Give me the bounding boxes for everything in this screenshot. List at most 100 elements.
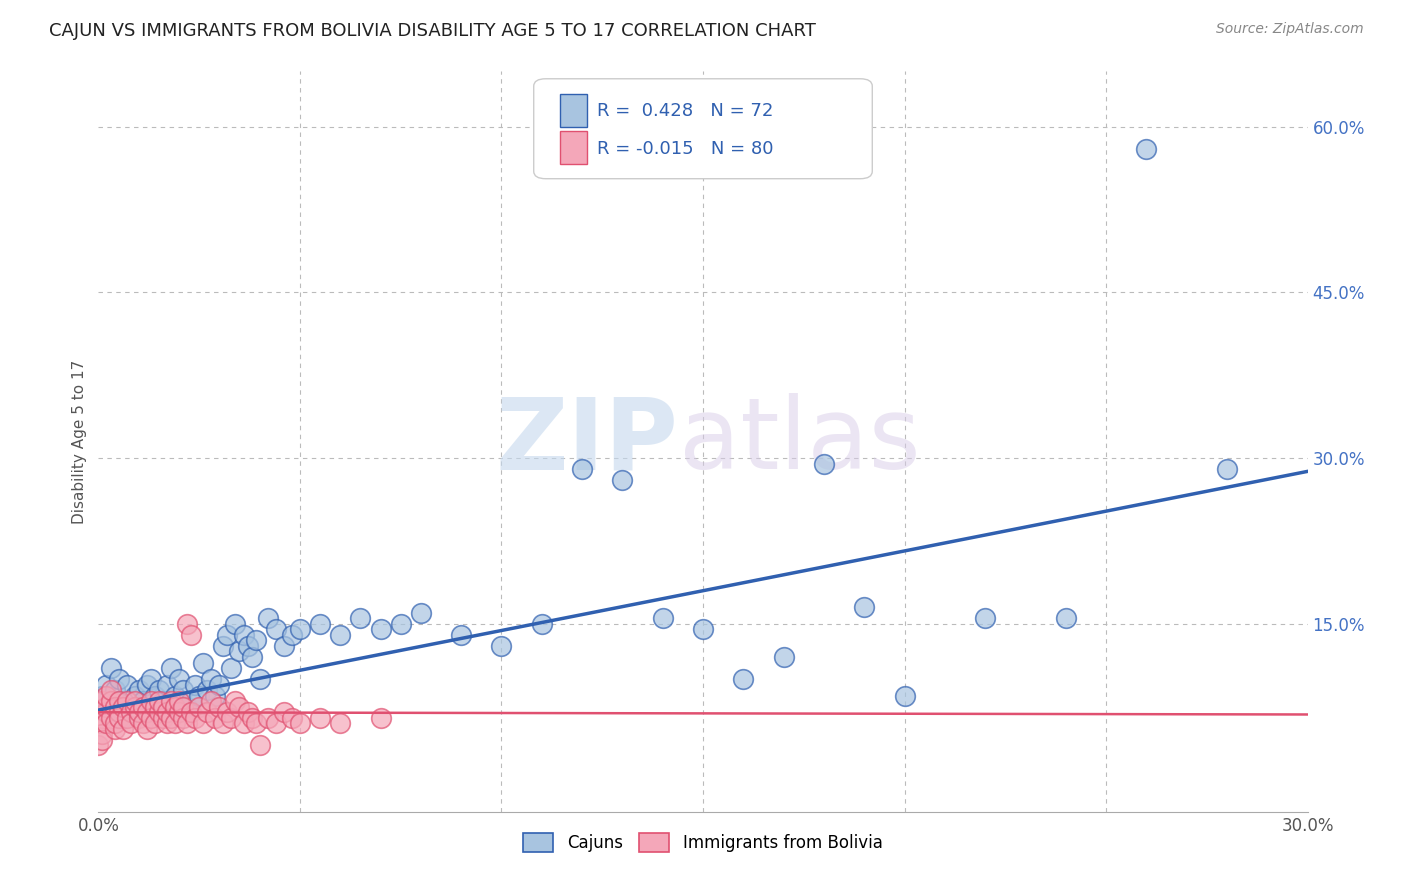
Point (188, 689, 211, 703)
FancyBboxPatch shape (534, 78, 872, 178)
Point (370, 623, 392, 637)
FancyBboxPatch shape (561, 131, 586, 164)
Point (273, 639, 295, 653)
Point (450, 628, 472, 642)
Point (491, 639, 513, 653)
Point (107, 672, 129, 686)
Point (370, 711, 392, 725)
Point (184, 678, 207, 692)
Point (571, 462, 593, 476)
Point (143, 699, 166, 714)
Point (135, 722, 157, 736)
Point (107, 694, 129, 708)
Point (249, 739, 271, 753)
FancyBboxPatch shape (561, 95, 586, 127)
Point (217, 706, 239, 720)
Point (139, 672, 162, 686)
Point (853, 600, 876, 615)
Point (128, 706, 150, 720)
Point (204, 689, 226, 703)
Point (184, 711, 207, 725)
Point (96, 716, 118, 731)
Point (124, 694, 146, 708)
Point (148, 683, 170, 698)
Point (281, 711, 304, 725)
Point (96, 706, 118, 720)
Point (132, 716, 155, 731)
Point (160, 661, 183, 675)
Point (733, 672, 755, 686)
Point (100, 711, 122, 725)
Point (139, 711, 162, 725)
Point (96, 678, 118, 692)
Point (100, 683, 122, 698)
Point (115, 694, 138, 708)
Point (193, 656, 215, 670)
Point (180, 694, 202, 708)
Point (288, 716, 311, 731)
Point (163, 699, 186, 714)
Point (143, 699, 166, 714)
Point (96, 689, 118, 703)
Point (143, 689, 166, 703)
Point (249, 672, 271, 686)
Point (103, 683, 125, 698)
Point (204, 711, 226, 725)
Point (167, 694, 190, 708)
Point (264, 716, 287, 731)
Point (163, 716, 186, 731)
Point (1054, 611, 1077, 625)
Point (692, 623, 714, 637)
Text: CAJUN VS IMMIGRANTS FROM BOLIVIA DISABILITY AGE 5 TO 17 CORRELATION CHART: CAJUN VS IMMIGRANTS FROM BOLIVIA DISABIL… (49, 22, 815, 40)
Point (91, 727, 114, 741)
Point (193, 716, 215, 731)
Point (200, 694, 222, 708)
Point (103, 722, 125, 736)
Point (128, 683, 150, 698)
Point (143, 716, 166, 731)
Point (224, 616, 246, 631)
Point (264, 623, 287, 637)
Point (132, 699, 155, 714)
Point (240, 650, 263, 665)
Point (273, 706, 295, 720)
Point (772, 650, 794, 665)
Point (120, 716, 142, 731)
Point (256, 611, 278, 625)
Point (160, 711, 183, 725)
Point (200, 672, 222, 686)
Point (100, 661, 122, 675)
Point (256, 711, 278, 725)
Point (288, 623, 311, 637)
Point (195, 706, 218, 720)
Point (128, 706, 150, 720)
Point (224, 694, 246, 708)
Point (148, 706, 170, 720)
Point (167, 706, 190, 720)
Point (135, 678, 157, 692)
Point (309, 616, 332, 631)
Point (329, 628, 352, 642)
Point (103, 716, 125, 731)
Point (135, 706, 157, 720)
Point (530, 616, 553, 631)
Point (120, 706, 142, 720)
Text: R =  0.428   N = 72: R = 0.428 N = 72 (596, 102, 773, 120)
Point (212, 716, 235, 731)
Point (160, 694, 183, 708)
Point (172, 711, 194, 725)
Point (221, 661, 243, 675)
Point (128, 711, 150, 725)
Point (409, 606, 432, 620)
Point (651, 611, 673, 625)
Point (221, 711, 243, 725)
Point (974, 611, 997, 625)
Point (91, 689, 114, 703)
Point (217, 628, 239, 642)
Point (87, 739, 110, 753)
Point (172, 683, 194, 698)
Point (100, 699, 122, 714)
Point (180, 628, 202, 642)
Point (111, 699, 134, 714)
Point (152, 699, 174, 714)
